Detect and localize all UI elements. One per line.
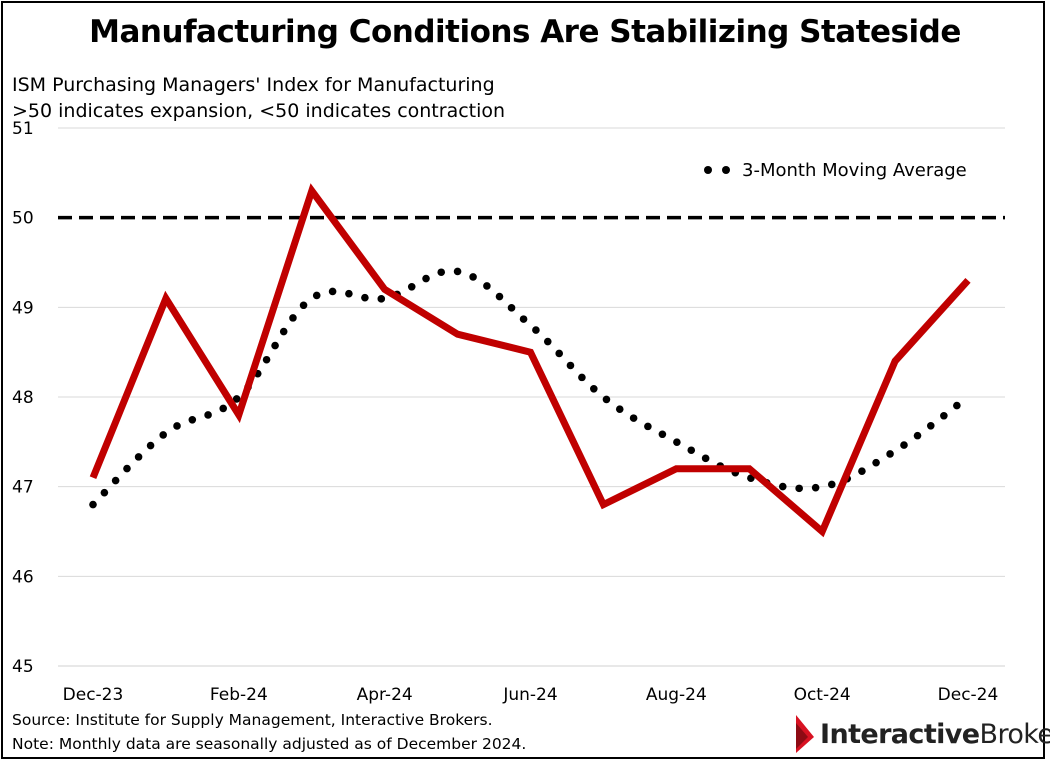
chart-subtitle-line1: ISM Purchasing Managers' Index for Manuf… [12, 74, 495, 96]
moving-average-dot [123, 464, 131, 473]
moving-average-dot [519, 315, 528, 323]
legend-label-moving-average: 3-Month Moving Average [742, 160, 967, 181]
moving-average-dot [262, 355, 271, 364]
chart-subtitle-line2: >50 indicates expansion, <50 indicates c… [12, 100, 506, 122]
footer-note: Note: Monthly data are seasonally adjust… [12, 735, 527, 753]
moving-average-dot [204, 411, 212, 419]
moving-average-dot [940, 411, 948, 420]
y-tick-label: 48 [12, 388, 34, 408]
logo-mark-icon [796, 715, 814, 753]
moving-average-dot [377, 295, 386, 303]
footer-source: Source: Institute for Supply Management,… [12, 711, 493, 729]
moving-average-dot [555, 349, 563, 358]
moving-average-dot [100, 488, 109, 497]
x-tick-label: Dec-24 [938, 685, 999, 705]
pmi-line [89, 183, 971, 538]
pmi-series [89, 183, 971, 538]
moving-average-dot [644, 422, 652, 431]
moving-average-dot [886, 450, 894, 458]
legend-dot-2 [722, 166, 730, 174]
moving-average-dot [602, 395, 611, 404]
moving-average-dot [219, 404, 228, 413]
legend-dot-1 [704, 166, 712, 174]
y-tick-label: 45 [12, 657, 34, 677]
moving-average-dot [111, 476, 120, 485]
x-tick-label: Feb-24 [210, 685, 268, 705]
moving-average-dot [495, 292, 504, 301]
moving-average-dot [453, 267, 462, 276]
moving-average-dot [543, 337, 552, 346]
y-tick-label: 51 [12, 119, 34, 139]
y-tick-label: 47 [12, 478, 34, 498]
x-axis-tick-labels: Dec-23 Feb-24 Apr-24 Jun-24 Aug-24 Oct-24 Dec-… [63, 685, 999, 705]
moving-average-dot [926, 422, 935, 430]
chart-title: Manufacturing Conditions Are Stabilizing… [89, 14, 961, 50]
moving-average-dot [566, 361, 575, 370]
moving-average-dot [328, 287, 337, 296]
moving-average-dot [615, 405, 624, 413]
moving-average-dot [146, 441, 155, 450]
grid-lines [58, 127, 1005, 667]
moving-average-dot [299, 301, 308, 310]
moving-average-dot [437, 268, 446, 277]
moving-average-dot [532, 326, 540, 334]
x-tick-label: Dec-23 [63, 685, 124, 705]
moving-average-dot [858, 467, 866, 475]
moving-average-dot [629, 414, 638, 422]
moving-average-dot [658, 430, 667, 439]
moving-average-dot [673, 438, 681, 446]
moving-average-dot [289, 314, 297, 322]
moving-average-dot [590, 385, 598, 393]
moving-average-dot [89, 500, 97, 509]
x-tick-label: Oct-24 [794, 685, 851, 705]
moving-average-dot [134, 453, 143, 461]
moving-average-dot [232, 395, 241, 403]
moving-average-dot [312, 291, 321, 300]
legend: 3-Month Moving Average [704, 160, 967, 181]
moving-average-dot [811, 483, 820, 492]
moving-average-dot [778, 482, 787, 491]
moving-average-dot [900, 441, 908, 449]
x-tick-label: Jun-24 [502, 685, 557, 705]
moving-average-dot [507, 304, 516, 312]
moving-average-dot [422, 274, 430, 283]
moving-average-dot [469, 273, 477, 281]
x-tick-label: Aug-24 [646, 685, 707, 705]
y-tick-label: 50 [12, 209, 34, 229]
moving-average-dot [913, 431, 922, 440]
moving-average-dot [795, 484, 803, 493]
moving-average-dot [578, 373, 586, 382]
moving-average-dot [872, 458, 880, 467]
moving-average-dot [271, 341, 279, 350]
moving-average-dot [361, 293, 369, 302]
moving-average-dot [483, 282, 491, 290]
moving-average-dot [827, 480, 836, 489]
moving-average-dot [279, 327, 288, 336]
moving-average-dot [188, 416, 197, 424]
moving-average-dot [701, 454, 710, 463]
moving-average-dot [407, 283, 416, 291]
moving-average-dot [953, 401, 961, 410]
moving-average-dot [173, 422, 181, 430]
x-tick-label: Apr-24 [357, 685, 413, 705]
moving-average-dot [159, 431, 167, 439]
y-tick-label: 49 [12, 298, 34, 318]
moving-average-dot [687, 446, 696, 455]
moving-average-dot [345, 289, 353, 298]
y-axis-tick-labels: 45 46 47 48 49 50 51 [12, 119, 34, 677]
y-tick-label: 46 [12, 567, 34, 587]
